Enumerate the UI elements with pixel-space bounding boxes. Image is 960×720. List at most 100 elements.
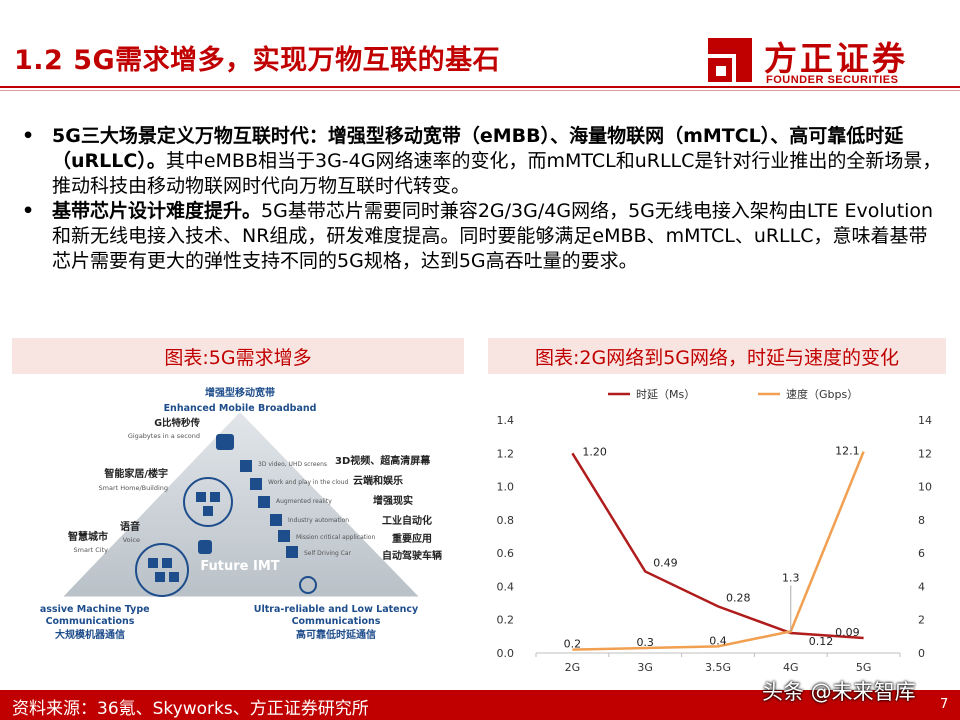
left-axis-tick: 1.2 [497,447,515,460]
left-label-en: Voice [123,536,140,544]
right-axis-tick: 14 [918,414,932,427]
right-label-cn: 工业自动化 [382,514,432,527]
x-axis-tick: 2G [565,661,581,674]
left-axis-tick: 0.4 [497,580,515,593]
legend-label: 速度（Gbps） [786,387,858,401]
right-chart-heading: 图表:2G网络到5G网络，时延与速度的变化 [488,338,946,374]
cloud-icon [250,478,262,490]
bullet-lead: 基带芯片设计难度提升。 [52,200,262,222]
gigabit-icon [216,434,234,450]
page-title: 1.2 5G需求增多，实现万物互联的基石 [14,45,501,76]
footer-bar [0,690,960,720]
home-device-icon [196,492,206,502]
page-number: 7 [940,697,949,712]
title-divider-thin [0,90,960,91]
mission-critical-icon [278,530,290,542]
city-device-icon [162,558,172,568]
left-label-cn: 语音 [120,520,140,533]
left-axis-tick: 0.6 [497,547,515,560]
logo-text-en: FOUNDER SECURITIES [766,74,899,86]
x-axis-tick: 3G [637,661,653,674]
right-label-en: 3D video, UHD screens [258,461,327,468]
data-label: 0.28 [726,591,751,604]
latency-speed-chart: 0.0 0.2 0.4 0.6 0.8 1.0 1.2 1.4 0 2 4 6 8 10 12 14 2G 3G 3… [497,387,933,674]
right-axis-tick: 6 [918,547,925,560]
title-divider [0,86,960,88]
pyramid-triangle [56,407,426,600]
series-line [571,452,864,640]
right-label-en: Industry automation [288,517,349,524]
bullet-item: • 5G三大场景定义万物互联时代：增强型移动宽带（eMBB）、海量物联网（mMT… [22,124,942,199]
right-axis-tick: 2 [918,614,925,627]
left-label-en: Smart Home/Building [99,484,168,492]
series-line [572,451,865,651]
left-label-en: Gigabytes in a second [128,432,200,440]
bottom-left-label-en: Massive Machine Type [40,604,150,615]
founder-securities-logo: 方正证券 FOUNDER SECURITIES [706,30,921,92]
right-label-en: Self Driving Car [304,550,352,557]
building-device-icon [210,492,220,502]
right-axis-tick: 4 [918,580,925,593]
bottom-left-label-cn: 大规模机器通信 [55,628,125,641]
left-axis-tick: 1.0 [497,481,515,494]
data-label: 1.3 [782,571,800,584]
car-icon [286,546,298,558]
center-label: Future IMT [200,559,279,574]
data-label: 0.49 [653,556,678,569]
logo-text-cn: 方正证券 [764,39,908,78]
voice-icon [198,540,212,554]
right-axis-tick: 8 [918,514,925,527]
source-note: 资料来源：36氪、Skyworks、方正证券研究所 [12,699,369,719]
watermark: 头条 @未来智库 [762,680,916,704]
bullet-item: • 基带芯片设计难度提升。5G基带芯片需要同时兼容2G/3G/4G网络，5G无线… [22,199,942,274]
top-label-en: Enhanced Mobile Broadband [164,403,317,414]
data-label: 0.2 [564,638,582,651]
left-label-cn: G比特秒传 [154,417,200,429]
right-label-en: Mission critical application [296,534,375,541]
x-axis-tick: 3.5G [705,661,731,674]
right-axis-tick: 12 [918,447,932,460]
right-label-cn: 3D视频、超高清屏幕 [335,454,431,467]
data-label: 0.09 [835,626,860,639]
urllc-icon [299,576,317,594]
right-label-en: Work and play in the cloud [268,479,348,486]
city-device-icon [148,558,158,568]
left-label-en: Smart City [74,546,109,554]
logo-mark-icon [708,38,752,82]
right-label-cn: 自动驾驶车辆 [382,549,442,562]
sensor-device-icon [203,506,213,516]
bottom-right-label-en: Ultra-reliable and Low Latency [254,604,419,615]
left-axis-tick: 0.2 [497,614,515,627]
left-axis-tick: 0.0 [497,647,515,660]
right-label-cn: 重要应用 [392,532,432,545]
x-axis-tick: 4G [783,661,799,674]
left-chart-heading: 图表:5G需求增多 [12,338,464,374]
5g-scenario-pyramid: 增强型移动宽带 Enhanced Mobile Broadband Future… [40,386,442,641]
right-label-en: Augmented reality [276,498,332,505]
right-axis-tick: 10 [918,481,932,494]
bullet-body: 5G基带芯片需要同时兼容2G/3G/4G网络，5G无线电接入架构由LTE Evo… [52,200,934,272]
bottom-right-label-en-2: Communications [292,616,381,627]
bullet-marker: • [22,125,35,147]
x-axis-tick: 5G [856,661,872,674]
smart-city-cluster-icon [135,543,189,597]
data-label: 12.1 [835,445,860,458]
bullet-text: 5G三大场景定义万物互联时代：增强型移动宽带（eMBB）、海量物联网（mMTCL… [52,124,942,199]
data-label: 0.12 [809,635,834,648]
city-device-icon [169,572,179,582]
city-device-icon [155,572,165,582]
bullet-body: 其中eMBB相当于3G-4G网络速率的变化，而mMTCL和uRLLC是针对行业推… [52,150,942,197]
top-label-cn: 增强型移动宽带 [205,386,275,399]
bullet-lead: 5G三大场景定义万物互联时代：增强型移动宽带（eMBB）、海量物联网（mMTCL… [52,125,904,172]
left-axis-tick: 0.8 [497,514,515,527]
smart-home-cluster-icon [183,477,233,527]
data-label: 0.4 [709,634,727,647]
bottom-right-label-cn: 高可靠低时延通信 [296,628,376,641]
left-label-cn: 智能家居/楼宇 [104,467,168,480]
legend-label: 时延（Ms） [636,388,695,401]
ar-icon [258,496,270,508]
bullet-list: • 5G三大场景定义万物互联时代：增强型移动宽带（eMBB）、海量物联网（mMT… [22,124,942,274]
left-label-cn: 智慧城市 [68,530,108,543]
3d-video-icon [240,460,252,472]
data-label: 0.3 [636,636,654,649]
